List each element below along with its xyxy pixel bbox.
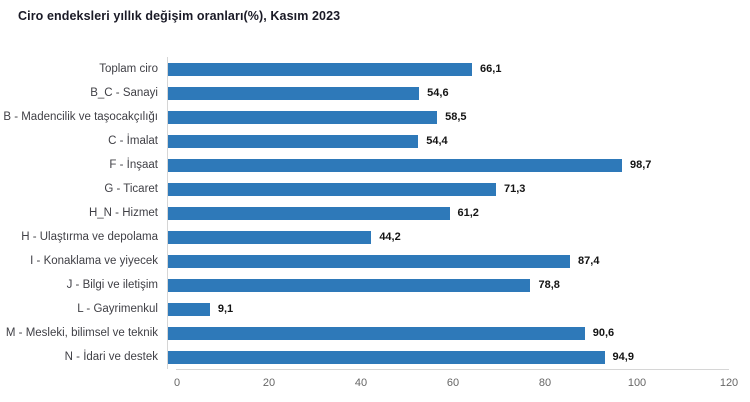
bar [168,278,531,292]
x-axis-tick-label: 80 [538,377,552,389]
bar [168,254,571,268]
bar-row: C - İmalat 54,4 [0,129,750,153]
x-axis-line [176,369,729,370]
bar [168,230,372,244]
value-label: 54,6 [427,87,449,99]
bar-row: L - Gayrimenkul 9,1 [0,297,750,321]
category-label: C - İmalat [108,135,158,147]
bar-row: G - Ticaret 71,3 [0,177,750,201]
category-label: Toplam ciro [99,63,158,75]
bar-row: H - Ulaştırma ve depolama 44,2 [0,225,750,249]
value-label: 71,3 [503,183,526,195]
bar-track: 78,8 [167,273,720,297]
bar-rows: Toplam ciro 66,1 B_C - Sanayi 54,6 B - Maden… [0,57,750,369]
bar-track: 94,9 [167,345,720,369]
bar-track: 66,1 [167,57,720,81]
value-label: 9,1 [217,303,234,315]
category-label: B - Madencilik ve taşocakçılığı [3,111,158,123]
value-label: 98,7 [630,159,652,171]
bar [168,302,210,316]
category-label: M - Mesleki, bilimsel ve teknik [5,327,158,339]
value-label: 58,5 [445,111,467,123]
bar [168,206,450,220]
value-label: 44,2 [379,231,401,243]
x-axis-tick-label: 40 [354,377,368,389]
bar-track: 71,3 [167,177,720,201]
bar-track: 58,5 [167,105,720,129]
x-axis-tick-label: 0 [173,377,181,389]
bar-track: 54,4 [167,129,720,153]
category-label: F - İnşaat [109,159,158,171]
bar-track: 9,1 [167,297,720,321]
category-label: H - Ulaştırma ve depolama [21,231,158,243]
chart-title: Ciro endeksleri yıllık değişim oranları(… [18,9,341,23]
bar [168,326,585,340]
value-label: 87,4 [578,255,600,267]
value-label: 90,6 [592,327,615,339]
bar-track: 98,7 [167,153,720,177]
value-label: 66,1 [480,63,502,75]
bar-chart: Toplam ciro 66,1 B_C - Sanayi 54,6 B - Maden… [0,57,750,392]
bar-track: 87,4 [167,249,720,273]
category-label: L - Gayrimenkul [77,303,158,315]
x-axis-tick-label: 120 [719,377,739,389]
bar-row: I - Konaklama ve yiyecek 87,4 [0,249,750,273]
x-axis: 0 20 40 60 80 100 120 [173,370,738,392]
bar-row: H_N - Hizmet 61,2 [0,201,750,225]
x-axis-tick-label: 60 [446,377,460,389]
x-axis-tick-label: 20 [262,377,276,389]
bar-row: B_C - Sanayi 54,6 [0,81,750,105]
x-axis-tick-label: 100 [627,377,647,389]
value-label: 78,8 [538,279,560,291]
category-label: H_N - Hizmet [88,207,158,219]
category-label: B_C - Sanayi [90,87,158,99]
bar [168,62,473,76]
bar-track: 44,2 [167,225,720,249]
bar-row: Toplam ciro 66,1 [0,57,750,81]
bar [168,134,419,148]
bar-row: N - İdari ve destek 94,9 [0,345,750,369]
category-label: I - Konaklama ve yiyecek [30,255,158,267]
category-label: N - İdari ve destek [64,351,158,363]
bar-row: M - Mesleki, bilimsel ve teknik 90,6 [0,321,750,345]
bar [168,110,438,124]
value-label: 54,4 [426,135,448,147]
bar [168,86,420,100]
bar [168,158,623,172]
bar-track: 54,6 [167,81,720,105]
bar [168,350,605,364]
category-label: G - Ticaret [104,183,158,195]
value-label: 61,2 [457,207,479,219]
bar-row: B - Madencilik ve taşocakçılığı 58,5 [0,105,750,129]
value-label: 94,9 [612,351,634,363]
bar-track: 90,6 [167,321,720,345]
bar [168,182,496,196]
bar-track: 61,2 [167,201,720,225]
category-label: J - Bilgi ve iletişim [66,279,158,291]
bar-row: J - Bilgi ve iletişim 78,8 [0,273,750,297]
bar-row: F - İnşaat 98,7 [0,153,750,177]
